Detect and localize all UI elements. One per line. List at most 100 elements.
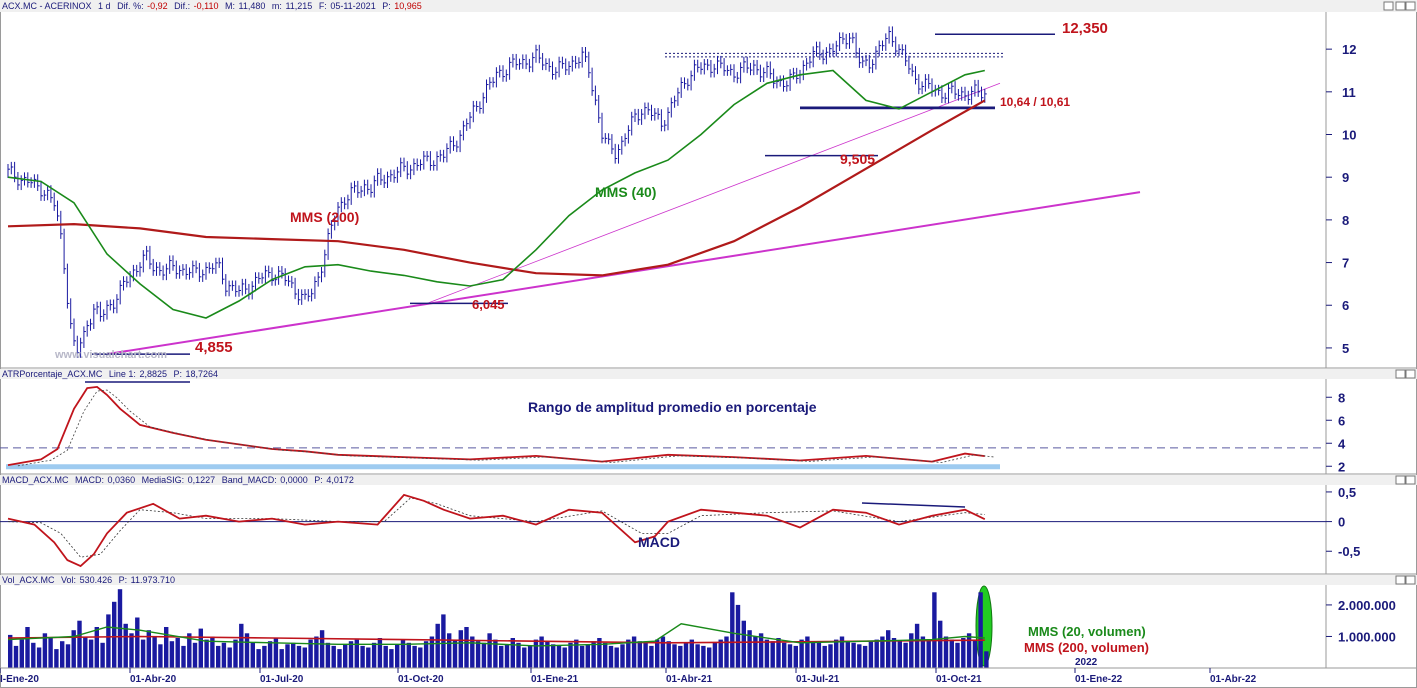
atr-panel[interactable]: ATRPorcentaje_ACX.MC Line 1: 2,8825 P: 1… [0,369,1417,475]
volume-maximize-button[interactable] [1395,575,1406,585]
atr-close-button[interactable] [1405,369,1416,379]
volume-bar [834,639,839,668]
price-y-tick-label: 7 [1342,256,1349,271]
volume-bar [603,642,608,668]
volume-bar [337,649,342,668]
volume-bar [354,639,359,668]
volume-bar [42,633,48,668]
atr-maximize-button[interactable] [1395,369,1406,379]
maximize-button[interactable] [1395,1,1406,11]
volume-bar [857,644,862,668]
volume-bar [626,639,631,668]
volume-bar [649,645,654,668]
volume-bar [308,639,313,668]
macd-y-tick-label: -0,5 [1338,544,1360,559]
volume-bar [556,645,562,668]
volume-bar [256,649,261,668]
volume-bar [348,641,354,668]
volume-bar [551,644,556,668]
volume-bar [608,645,614,668]
volume-bar [250,642,255,668]
volume-bar [83,636,88,668]
volume-bar [839,636,845,668]
macd-maximize-button[interactable] [1395,475,1406,485]
x-tick-label: 01-Abr-21 [666,674,713,685]
volume-bar [816,642,822,668]
volume-header-bar [0,575,1417,585]
short-term-trendline [426,82,1001,304]
volume-bar [77,620,82,668]
volume-bar [331,645,336,668]
mms-200-label: MMS (200) [290,209,359,225]
macd-panel[interactable]: MACD_ACX.MC MACD: 0,0360 MediaSIG: 0,122… [0,475,1417,575]
volume-bar [712,642,718,668]
volume-bar [458,630,463,668]
price-header-bar [0,0,1417,12]
price-header: ACX.MC - ACERINOX 1 d Dif. %: -0,92 Dif.… [2,1,422,11]
volume-bar [233,639,238,668]
x-tick-label: 01-Jul-20 [260,674,304,685]
volume-bar [48,638,53,668]
macd-y-tick-label: 0 [1338,515,1345,530]
close-button[interactable] [1405,1,1416,11]
volume-bar [799,639,804,668]
minimize-button[interactable] [1383,1,1394,11]
volume-bar [65,644,71,668]
volume-close-button[interactable] [1405,575,1416,585]
volume-bar [158,644,163,668]
volume-bar [25,627,30,668]
volume-bar [955,642,960,668]
volume-header: Vol_ACX.MC Vol: 530.426 P: 11.973.710 [2,575,175,585]
volume-bar [406,642,411,668]
atr-title: Rango de amplitud promedio en porcentaje [528,399,817,415]
macd-close-button[interactable] [1405,475,1416,485]
price-y-tick-label: 6 [1342,298,1349,313]
volume-bar [175,638,180,668]
volume-bar [522,647,527,668]
volume-bar [135,617,140,668]
volume-bar [787,644,793,668]
volume-bar [539,636,544,668]
volume-bar [164,627,169,668]
macd-line [7,493,986,568]
volume-bar [822,645,827,668]
volume-bar [643,642,648,668]
volume-bar [591,641,596,668]
volume-bar [452,639,458,668]
volume-panel[interactable]: Vol_ACX.MC Vol: 530.426 P: 11.973.710 2.… [0,575,1417,668]
mms-40-line [7,69,985,319]
x-tick-label: 01-Oct-20 [398,674,444,685]
volume-bar [400,639,406,668]
volume-bar [672,644,677,668]
volume-bar [366,647,371,668]
price-y-tick-label: 12 [1342,42,1356,57]
volume-bar [579,645,585,668]
volume-bar [533,639,539,668]
volume-bar [701,645,706,668]
volume-bar [146,630,151,668]
volume-bar [764,639,770,668]
price-y-tick-label: 11 [1342,85,1356,100]
volume-bar [470,636,475,668]
volume-bar [903,642,908,668]
volume-bar [678,645,683,668]
volume-bar [770,641,775,668]
volume-bar [730,592,735,668]
volume-mms-20-label: MMS (20, volumen) [1028,624,1146,639]
volume-bar [383,645,388,668]
price-window-buttons[interactable] [1383,1,1416,11]
price-panel[interactable]: ACX.MC - ACERINOX 1 d Dif. %: -0,92 Dif.… [0,0,1417,369]
volume-bar [481,642,487,668]
volume-bar [666,641,671,668]
volume-bar [123,623,128,668]
volume-bar [152,636,157,668]
volume-bar [926,639,931,668]
volume-bar [614,647,619,668]
volume-bar [54,649,59,668]
volume-bar [862,645,868,668]
macd-title: MACD [638,534,680,550]
volume-bar [13,645,19,668]
volume-bar [972,639,978,668]
annotation-10640-10610: 10,64 / 10,61 [1000,95,1070,109]
